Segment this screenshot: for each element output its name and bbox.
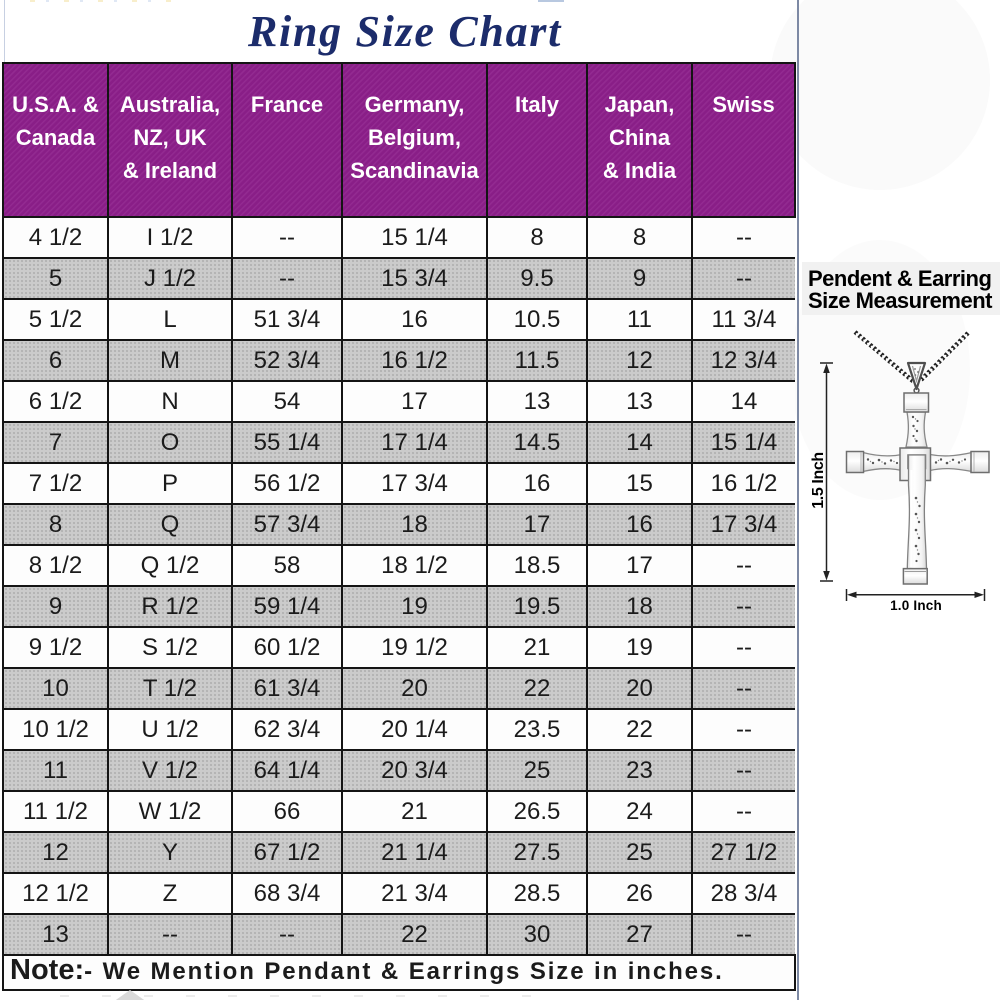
svg-text:1.0 Inch: 1.0 Inch (890, 598, 942, 613)
svg-text:1.5 Inch: 1.5 Inch (810, 452, 827, 508)
